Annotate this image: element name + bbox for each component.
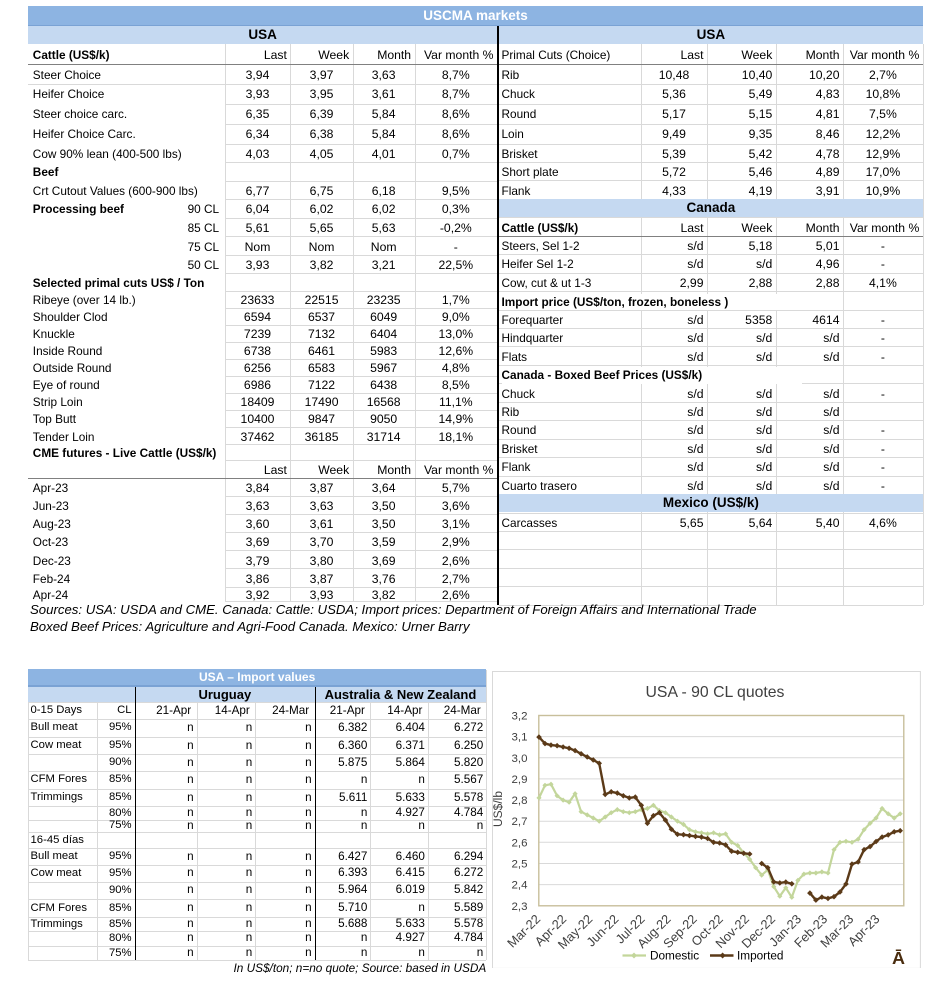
- svg-text:2,3: 2,3: [511, 900, 527, 912]
- svg-text:2,5: 2,5: [511, 858, 527, 870]
- svg-text:2,9: 2,9: [511, 773, 527, 785]
- svg-text:USA - 90 CL quotes: USA - 90 CL quotes: [645, 683, 784, 700]
- svg-text:Domestic: Domestic: [650, 949, 699, 962]
- svg-text:2,4: 2,4: [511, 879, 528, 891]
- svg-text:2,8: 2,8: [511, 795, 527, 807]
- svg-text:Ā: Ā: [892, 947, 905, 967]
- svg-text:3,2: 3,2: [511, 710, 527, 722]
- svg-text:3,0: 3,0: [511, 752, 527, 764]
- svg-text:2,6: 2,6: [511, 837, 527, 849]
- svg-text:Imported: Imported: [737, 949, 784, 962]
- svg-text:3,1: 3,1: [511, 731, 527, 743]
- svg-text:US$/lb: US$/lb: [492, 790, 505, 826]
- svg-text:2,7: 2,7: [511, 816, 527, 828]
